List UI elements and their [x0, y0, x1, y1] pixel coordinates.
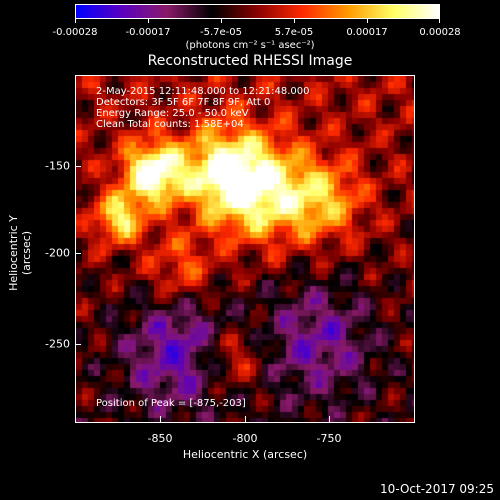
x-tickmark — [160, 416, 161, 422]
x-tick-label: -850 — [147, 432, 173, 445]
info-time-range: 2-May-2015 12:11:48.000 to 12:21:48.000 — [96, 86, 310, 97]
colorbar-tickmark — [294, 18, 295, 23]
x-axis-label: Heliocentric X (arcsec) — [182, 448, 308, 461]
colorbar-tick: -0.00017 — [125, 27, 171, 38]
intensity-map — [76, 76, 414, 422]
y-tickmark — [75, 253, 81, 254]
colorbar — [75, 4, 440, 19]
x-tick-label: -750 — [316, 432, 342, 445]
y-tick-label: -150 — [45, 159, 70, 173]
colorbar-tick: 5.7e-05 — [274, 27, 314, 38]
colorbar-tick: -5.7e-05 — [200, 27, 242, 38]
colorbar-tick: 0.00028 — [419, 27, 461, 38]
colorbar-tickmark — [148, 18, 149, 23]
colorbar-tickmark — [367, 18, 368, 23]
plot-timestamp: 10-Oct-2017 09:25 — [380, 482, 494, 496]
info-detectors: Detectors: 3F 5F 6F 7F 8F 9F, Att 0 — [96, 97, 271, 108]
colorbar-tick: 0.00017 — [346, 27, 388, 38]
image-title: Reconstructed RHESSI Image — [147, 53, 353, 69]
y-tickmark — [75, 344, 81, 345]
y-tick-label: -200 — [45, 246, 70, 260]
colorbar-units: (photons cm⁻² s⁻¹ asec⁻²) — [185, 40, 315, 51]
colorbar-tickmark — [221, 18, 222, 23]
y-axis-label: Heliocentric Y (arcsec) — [7, 215, 33, 291]
y-tickmark — [75, 166, 81, 167]
colorbar-tickmark — [75, 18, 76, 23]
x-tick-label: -800 — [232, 432, 258, 445]
x-tickmark — [245, 416, 246, 422]
x-tickmark — [329, 416, 330, 422]
peak-position: Position of Peak = [-875,-203] — [96, 398, 246, 409]
colorbar-tick: -0.00028 — [52, 27, 98, 38]
y-tick-label: -250 — [45, 337, 70, 351]
info-clean-counts: Clean Total counts: 1.58E+04 — [96, 119, 244, 130]
info-energy-range: Energy Range: 25.0 - 50.0 keV — [96, 108, 249, 119]
rhessi-image: 2-May-2015 12:11:48.000 to 12:21:48.000 … — [75, 75, 415, 423]
colorbar-tickmark — [439, 18, 440, 23]
